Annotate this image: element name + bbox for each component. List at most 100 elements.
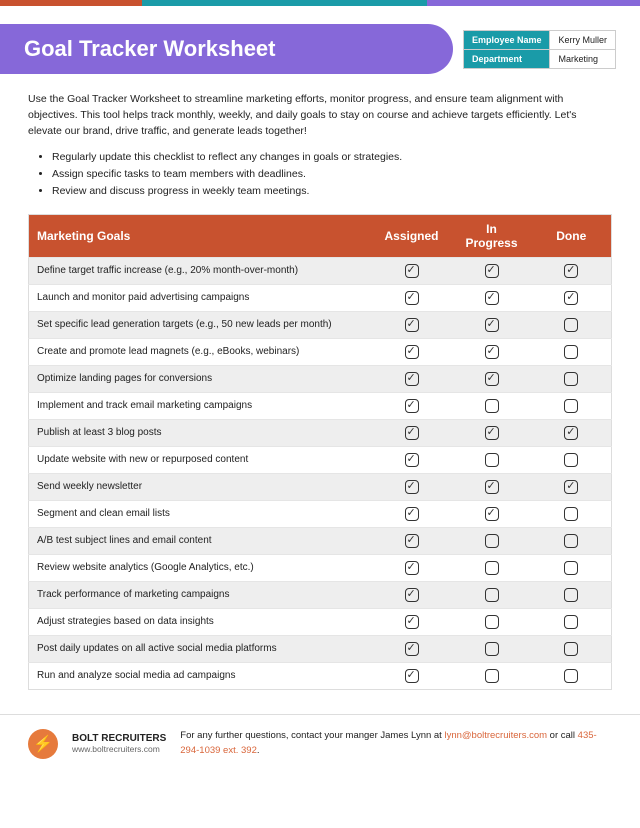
checkbox[interactable]	[564, 264, 578, 278]
goal-cell: Segment and clean email lists	[29, 500, 372, 527]
checkbox-cell	[452, 419, 532, 446]
checkbox[interactable]	[564, 534, 578, 548]
checkbox-cell	[372, 473, 452, 500]
bullet-item: Review and discuss progress in weekly te…	[52, 183, 612, 200]
checkbox-cell	[452, 608, 532, 635]
checkbox[interactable]	[485, 399, 499, 413]
checkbox-cell	[452, 581, 532, 608]
checkbox-cell	[532, 635, 612, 662]
checkbox[interactable]	[485, 615, 499, 629]
checkbox[interactable]	[485, 372, 499, 386]
footer-text: For any further questions, contact your …	[180, 729, 612, 758]
checkbox-cell	[372, 257, 452, 284]
table-row: Set specific lead generation targets (e.…	[29, 311, 612, 338]
checkbox[interactable]	[405, 453, 419, 467]
checkbox[interactable]	[405, 534, 419, 548]
emp-name-value: Kerry Muller	[550, 30, 616, 49]
goals-table: Marketing Goals Assigned In Progress Don…	[28, 214, 612, 690]
checkbox[interactable]	[485, 561, 499, 575]
footer: ⚡ BOLT RECRUITERS www.boltrecruiters.com…	[0, 714, 640, 773]
checkbox[interactable]	[564, 399, 578, 413]
checkbox[interactable]	[405, 399, 419, 413]
checkbox[interactable]	[405, 507, 419, 521]
checkbox[interactable]	[564, 642, 578, 656]
checkbox-cell	[532, 257, 612, 284]
checkbox[interactable]	[564, 453, 578, 467]
checkbox[interactable]	[405, 426, 419, 440]
checkbox[interactable]	[405, 615, 419, 629]
checkbox[interactable]	[485, 426, 499, 440]
table-row: Post daily updates on all active social …	[29, 635, 612, 662]
checkbox-cell	[372, 284, 452, 311]
checkbox-cell	[372, 365, 452, 392]
checkbox-cell	[372, 311, 452, 338]
col-done: Done	[532, 214, 612, 257]
checkbox[interactable]	[564, 345, 578, 359]
checkbox-cell	[532, 500, 612, 527]
checkbox[interactable]	[405, 372, 419, 386]
col-assigned: Assigned	[372, 214, 452, 257]
table-row: Review website analytics (Google Analyti…	[29, 554, 612, 581]
checkbox[interactable]	[564, 588, 578, 602]
table-row: A/B test subject lines and email content	[29, 527, 612, 554]
checkbox[interactable]	[485, 264, 499, 278]
checkbox-cell	[532, 581, 612, 608]
checkbox-cell	[532, 419, 612, 446]
table-row: Launch and monitor paid advertising camp…	[29, 284, 612, 311]
checkbox[interactable]	[405, 480, 419, 494]
checkbox[interactable]	[405, 561, 419, 575]
goal-cell: Publish at least 3 blog posts	[29, 419, 372, 446]
checkbox[interactable]	[405, 264, 419, 278]
bullet-item: Assign specific tasks to team members wi…	[52, 166, 612, 183]
checkbox[interactable]	[564, 507, 578, 521]
table-row: Send weekly newsletter	[29, 473, 612, 500]
checkbox[interactable]	[564, 615, 578, 629]
goal-cell: A/B test subject lines and email content	[29, 527, 372, 554]
checkbox[interactable]	[485, 534, 499, 548]
checkbox[interactable]	[564, 372, 578, 386]
checkbox-cell	[452, 473, 532, 500]
checkbox[interactable]	[485, 588, 499, 602]
checkbox[interactable]	[405, 669, 419, 683]
bullet-list: Regularly update this checklist to refle…	[52, 149, 612, 199]
checkbox[interactable]	[405, 642, 419, 656]
goal-cell: Implement and track email marketing camp…	[29, 392, 372, 419]
dept-value: Marketing	[550, 49, 616, 68]
top-accent-bar	[0, 0, 640, 6]
table-row: Define target traffic increase (e.g., 20…	[29, 257, 612, 284]
checkbox[interactable]	[564, 291, 578, 305]
checkbox-cell	[452, 662, 532, 689]
checkbox-cell	[532, 365, 612, 392]
checkbox[interactable]	[485, 291, 499, 305]
intro-text: Use the Goal Tracker Worksheet to stream…	[28, 92, 612, 139]
checkbox[interactable]	[485, 507, 499, 521]
checkbox[interactable]	[485, 453, 499, 467]
col-goals: Marketing Goals	[29, 214, 372, 257]
checkbox-cell	[372, 446, 452, 473]
checkbox-cell	[372, 419, 452, 446]
table-row: Adjust strategies based on data insights	[29, 608, 612, 635]
checkbox-cell	[532, 311, 612, 338]
checkbox[interactable]	[485, 480, 499, 494]
checkbox-cell	[532, 662, 612, 689]
checkbox[interactable]	[405, 318, 419, 332]
table-row: Track performance of marketing campaigns	[29, 581, 612, 608]
checkbox[interactable]	[485, 642, 499, 656]
checkbox[interactable]	[405, 588, 419, 602]
checkbox[interactable]	[564, 318, 578, 332]
table-row: Create and promote lead magnets (e.g., e…	[29, 338, 612, 365]
checkbox-cell	[372, 635, 452, 662]
checkbox[interactable]	[405, 345, 419, 359]
checkbox[interactable]	[485, 669, 499, 683]
checkbox[interactable]	[485, 345, 499, 359]
checkbox-cell	[372, 500, 452, 527]
checkbox[interactable]	[564, 426, 578, 440]
checkbox[interactable]	[564, 561, 578, 575]
checkbox[interactable]	[564, 669, 578, 683]
checkbox[interactable]	[564, 480, 578, 494]
goal-cell: Post daily updates on all active social …	[29, 635, 372, 662]
checkbox[interactable]	[485, 318, 499, 332]
bolt-icon: ⚡	[28, 729, 58, 759]
checkbox[interactable]	[405, 291, 419, 305]
goal-cell: Track performance of marketing campaigns	[29, 581, 372, 608]
